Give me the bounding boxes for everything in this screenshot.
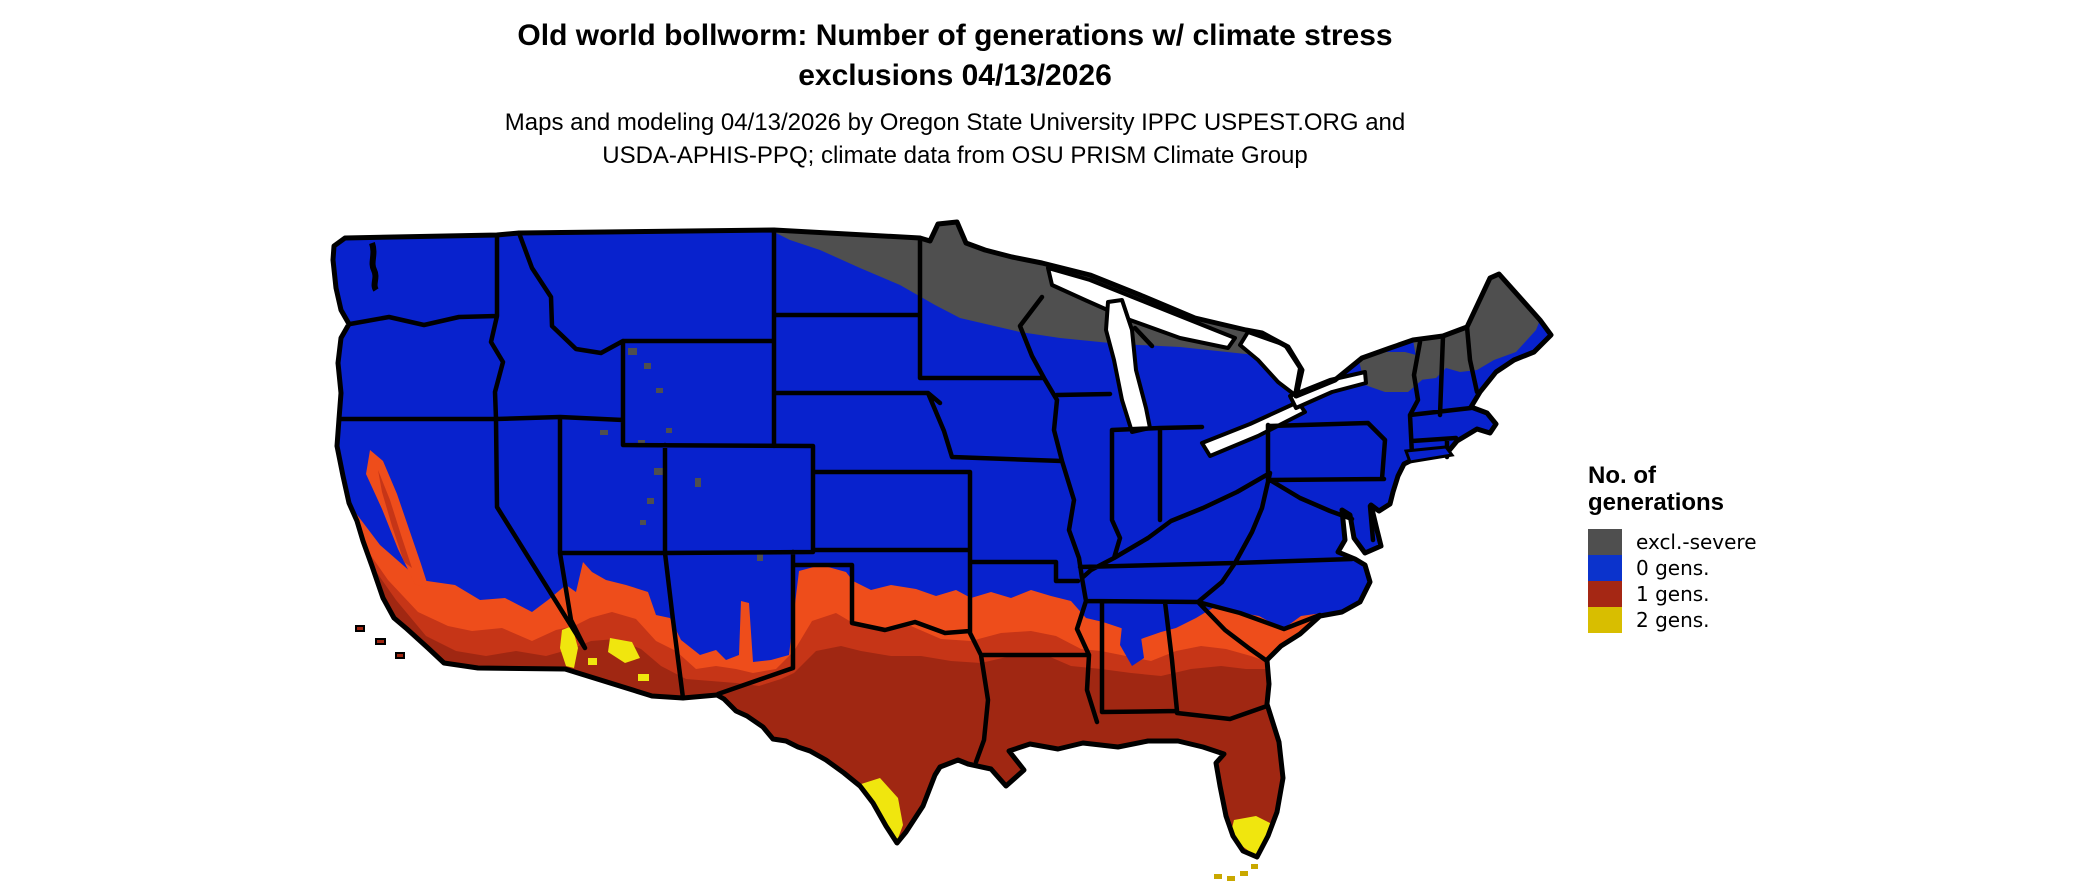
state-borders	[336, 227, 1480, 765]
puget-sound	[369, 242, 379, 292]
legend-title-line2: generations	[1588, 489, 1725, 516]
legend-items: excl.-severe 0 gens. 1 gens. 2 gens.	[1588, 529, 1848, 633]
legend-swatch-1-gens	[1588, 581, 1622, 607]
legend-row-1-gens: 1 gens.	[1588, 581, 1848, 607]
map-title-line1: Old world bollworm: Number of generation…	[517, 19, 1393, 52]
map-subtitle-line1: Maps and modeling 04/13/2026 by Oregon S…	[504, 109, 1406, 136]
header: Old world bollworm: Number of generation…	[0, 16, 1910, 172]
region-central-valley-core	[378, 470, 412, 568]
region-2-gens-arizona	[560, 626, 649, 681]
channel-islands	[355, 625, 405, 659]
map-subtitle-line2: USDA-APHIS-PPQ; climate data from OSU PR…	[602, 142, 1308, 169]
legend-label-0-gens: 0 gens.	[1636, 556, 1710, 580]
lake-erie	[1200, 400, 1307, 458]
legend-row-2-gens: 2 gens.	[1588, 607, 1848, 633]
legend-row-0-gens: 0 gens.	[1588, 555, 1848, 581]
region-excl-adirondacks	[1358, 352, 1422, 392]
legend-swatch-0-gens	[1588, 555, 1622, 581]
region-2-gens-south-texas	[858, 778, 903, 841]
legend-title-line1: No. of	[1588, 462, 1656, 489]
region-0-gens-alabama-pocket	[1120, 626, 1144, 666]
region-excl-new-england	[1413, 274, 1540, 380]
legend-label-excl-severe: excl.-severe	[1636, 530, 1757, 554]
florida-keys-dots	[1214, 864, 1258, 881]
region-1-gen	[368, 560, 1283, 857]
map-subtitle: Maps and modeling 04/13/2026 by Oregon S…	[0, 106, 1910, 172]
legend-swatch-excl-severe	[1588, 529, 1622, 555]
map-title: Old world bollworm: Number of generation…	[0, 16, 1910, 96]
legend-row-excl-severe: excl.-severe	[1588, 529, 1848, 555]
long-island	[1403, 445, 1455, 464]
map-title-line2: exclusions 04/13/2026	[798, 59, 1112, 92]
legend-title: No. of generations	[1588, 462, 1848, 516]
legend-label-2-gens: 2 gens.	[1636, 608, 1710, 632]
lake-superior	[1046, 266, 1237, 350]
legend-label-1-gens: 1 gens.	[1636, 582, 1710, 606]
legend: No. of generations excl.-severe 0 gens. …	[1588, 462, 1848, 633]
legend-swatch-2-gens	[1588, 607, 1622, 633]
